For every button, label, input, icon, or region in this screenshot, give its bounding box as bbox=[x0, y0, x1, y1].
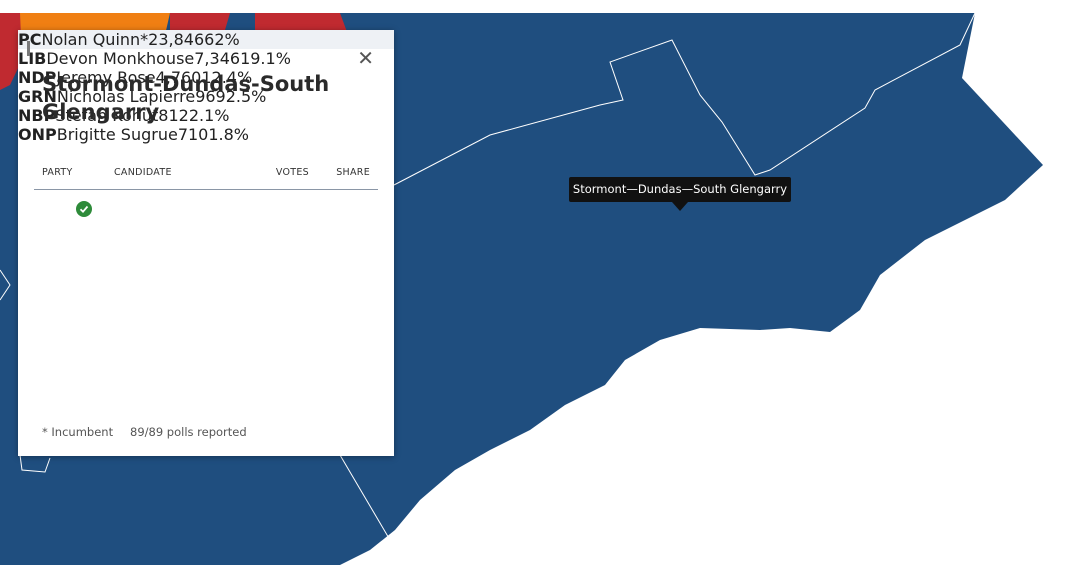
candidate: Nolan Quinn* bbox=[41, 30, 149, 49]
party: LIB bbox=[18, 49, 47, 68]
votes: 4,760 bbox=[155, 68, 202, 87]
result-row: PCNolan Quinn*23,84662% bbox=[18, 30, 394, 56]
party: PC bbox=[18, 30, 42, 49]
votes: 710 bbox=[177, 125, 209, 144]
party: NBP bbox=[18, 106, 56, 125]
result-row: ONPBrigitte Sugrue7101.8% bbox=[18, 41, 394, 144]
close-button[interactable]: ✕ bbox=[357, 46, 374, 70]
candidate: Jeremy Rose bbox=[56, 68, 156, 87]
result-row: NBPStefan Kohut8122.1% bbox=[18, 41, 394, 125]
tooltip-arrow bbox=[672, 202, 688, 211]
share: 19.1% bbox=[240, 49, 291, 68]
share: 2.5% bbox=[225, 87, 267, 106]
party: NDP bbox=[18, 68, 57, 87]
boundaries bbox=[0, 12, 976, 566]
result-row: GRNNicholas Lapierre9692.5% bbox=[18, 41, 394, 106]
votes: 7,346 bbox=[194, 49, 241, 68]
share: 62% bbox=[204, 30, 240, 49]
riding-area bbox=[170, 13, 230, 30]
party-color bbox=[27, 41, 30, 56]
votes: 23,846 bbox=[148, 30, 205, 49]
votes: 969 bbox=[195, 87, 226, 106]
riding-title: Stormont-Dundas-South Glengarry bbox=[42, 72, 330, 124]
tooltip: Stormont—Dundas—South Glengarry bbox=[569, 177, 791, 202]
results-table: PCNolan Quinn*23,84662% LIBDevon Monkhous… bbox=[18, 30, 394, 144]
candidate: Devon Monkhouse bbox=[46, 49, 195, 68]
column-header: VOTES bbox=[275, 167, 309, 178]
riding-area bbox=[0, 13, 22, 90]
footnote: * Incumbent bbox=[42, 425, 114, 439]
column-header: CANDIDATE bbox=[114, 167, 172, 178]
party: GRN bbox=[18, 87, 57, 106]
results-popup: ✕ Stormont-Dundas-South Glengarry PARTY … bbox=[18, 30, 394, 456]
polls-reported: 89/89 polls reported bbox=[130, 425, 247, 439]
result-row: LIBDevon Monkhouse7,34619.1% bbox=[18, 41, 394, 68]
column-header: PARTY bbox=[42, 167, 73, 178]
party: ONP bbox=[18, 125, 57, 144]
column-header: SHARE bbox=[336, 167, 370, 178]
water bbox=[763, 338, 825, 352]
share: 2.1% bbox=[188, 106, 230, 125]
result-row: NDPJeremy Rose4,76012.4% bbox=[18, 41, 394, 87]
candidate: Nicholas Lapierre bbox=[56, 87, 196, 106]
header-divider bbox=[34, 189, 378, 190]
votes: 812 bbox=[158, 106, 189, 125]
candidate: Stefan Kohut bbox=[55, 106, 159, 125]
elected-check bbox=[76, 201, 92, 217]
share: 1.8% bbox=[208, 125, 250, 144]
candidate: Brigitte Sugrue bbox=[56, 125, 178, 144]
share: 12.4% bbox=[201, 68, 253, 87]
